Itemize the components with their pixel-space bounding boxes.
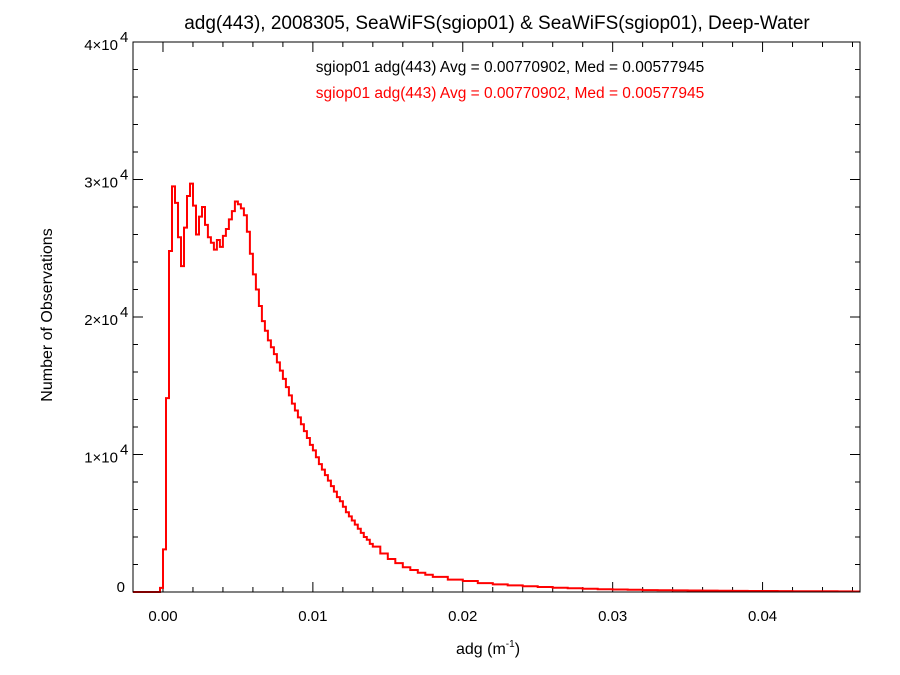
legend-entry-black: sgiop01 adg(443) Avg = 0.00770902, Med =… xyxy=(316,59,704,76)
x-axis-title-text: adg (m xyxy=(456,641,506,658)
axis-ticks xyxy=(132,41,860,593)
histogram-series-line xyxy=(133,182,860,593)
y-tick-label-exponent: 4 xyxy=(120,29,128,46)
y-tick-label-exponent: 4 xyxy=(120,304,128,321)
x-tick-label: 0.00 xyxy=(148,608,177,625)
legend-entry-red: sgiop01 adg(443) Avg = 0.00770902, Med =… xyxy=(316,85,704,102)
legend: sgiop01 adg(443) Avg = 0.00770902, Med =… xyxy=(316,59,704,102)
plot-frame xyxy=(132,41,861,593)
y-tick-label: 1×10 xyxy=(84,450,118,467)
x-tick-label: 0.04 xyxy=(748,608,777,625)
y-axis-title: Number of Observations xyxy=(39,228,56,401)
x-axis-title-suffix: ) xyxy=(515,641,520,658)
y-tick-label: 0 xyxy=(117,579,125,596)
y-tick-label-exponent: 4 xyxy=(120,442,128,459)
chart-title: adg(443), 2008305, SeaWiFS(sgiop01) & Se… xyxy=(184,13,810,34)
x-tick-label: 0.02 xyxy=(448,608,477,625)
x-tick-label: 0.01 xyxy=(298,608,327,625)
x-tick-label: 0.03 xyxy=(598,608,627,625)
x-axis-title-sup: -1 xyxy=(506,639,515,650)
y-tick-label: 2×10 xyxy=(84,312,118,329)
y-tick-label: 3×10 xyxy=(84,175,118,192)
y-tick-label-exponent: 4 xyxy=(120,167,128,184)
x-axis-title: adg (m-1) xyxy=(456,639,520,658)
y-tick-label: 4×10 xyxy=(84,37,118,54)
